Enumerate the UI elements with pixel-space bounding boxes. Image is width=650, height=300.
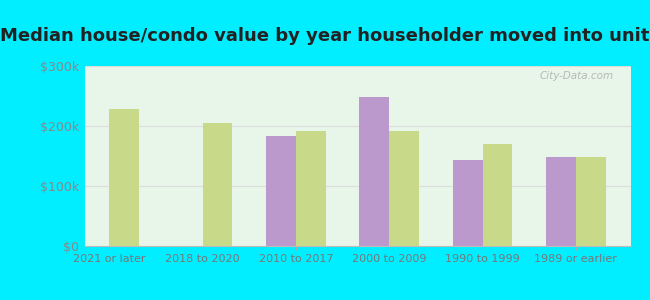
Bar	[452, 160, 482, 246]
Bar	[576, 157, 606, 246]
Bar	[109, 109, 139, 246]
Text: City-Data.com: City-Data.com	[540, 71, 614, 81]
Bar	[203, 123, 233, 246]
Bar	[546, 157, 576, 246]
Bar	[296, 131, 326, 246]
Bar	[359, 97, 389, 246]
Bar	[266, 136, 296, 246]
Bar	[389, 131, 419, 246]
Bar	[482, 144, 512, 246]
Text: Median house/condo value by year householder moved into unit: Median house/condo value by year househo…	[0, 27, 650, 45]
